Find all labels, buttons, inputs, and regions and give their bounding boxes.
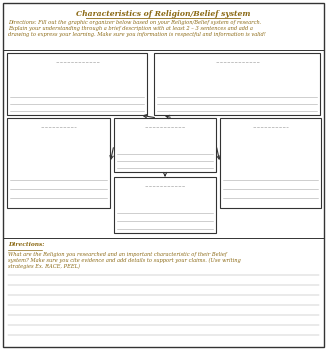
Text: Directions:: Directions: bbox=[8, 242, 44, 247]
Text: What are the Religion you researched and an important characteristic of their Be: What are the Religion you researched and… bbox=[8, 252, 241, 269]
Text: Directions: Fill out the graphic organizer below based on your Religion/Belief s: Directions: Fill out the graphic organiz… bbox=[8, 20, 266, 37]
Bar bbox=[220, 118, 321, 208]
Text: Characteristics of Religion/Belief system: Characteristics of Religion/Belief syste… bbox=[76, 10, 250, 18]
Bar bbox=[7, 118, 110, 208]
Bar bbox=[7, 53, 148, 115]
Bar bbox=[154, 53, 320, 115]
Bar bbox=[114, 177, 216, 233]
Bar bbox=[114, 118, 216, 172]
